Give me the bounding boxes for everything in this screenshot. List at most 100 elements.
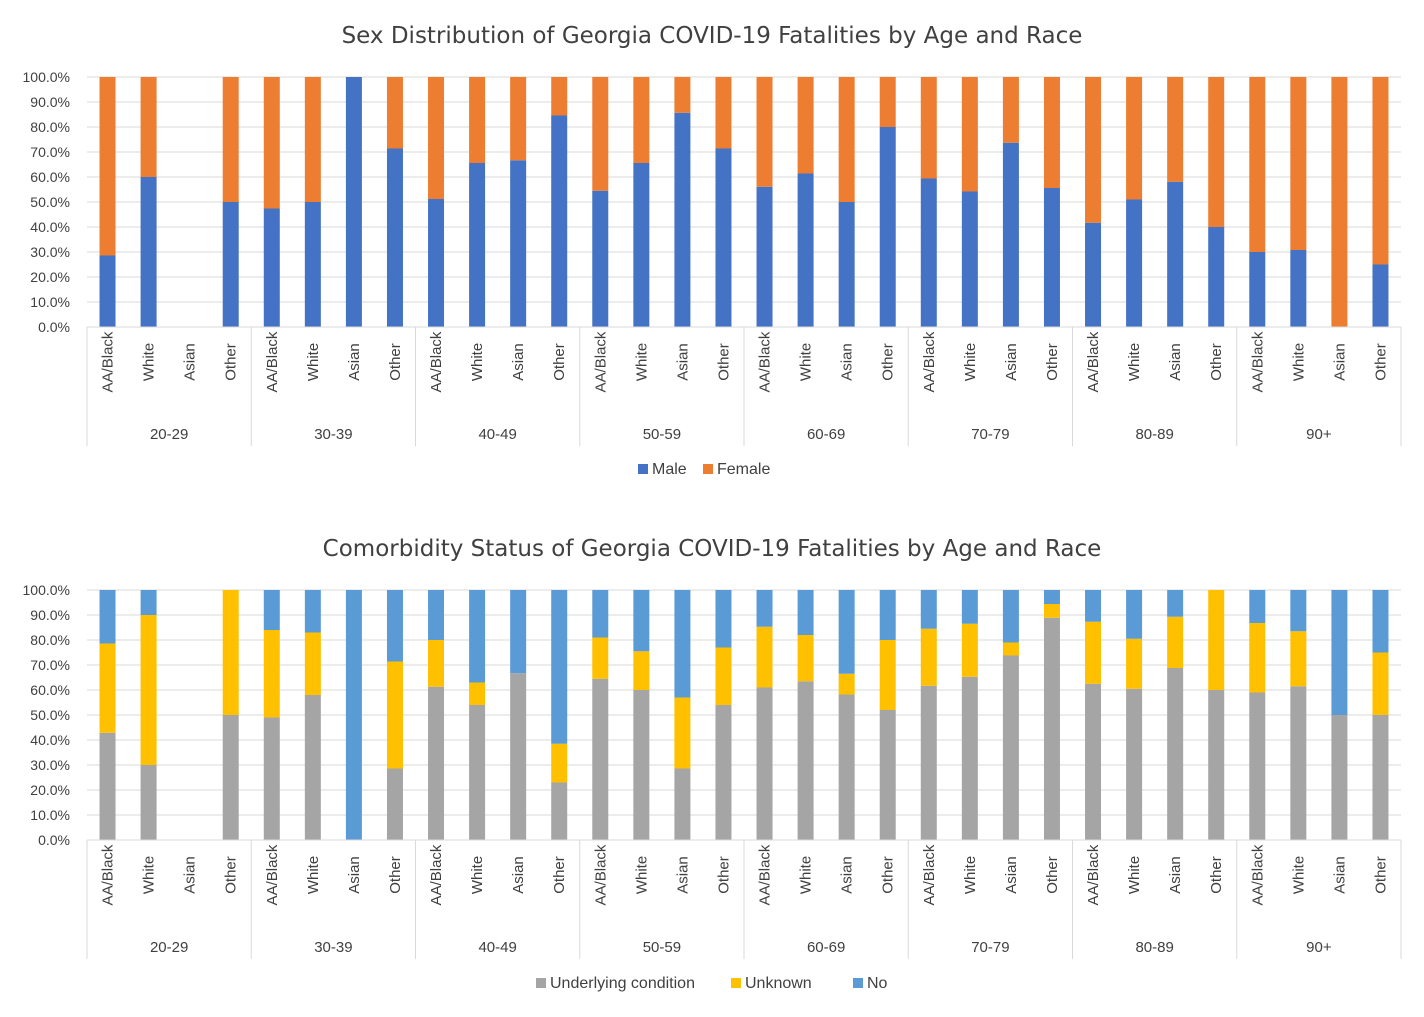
x-tick-label: Other: [551, 856, 568, 894]
x-tick-label: Other: [223, 856, 240, 894]
bar-female-50-59-aa-black: [592, 77, 609, 191]
x-tick-label: Other: [387, 343, 404, 381]
bar-underlying-condition-40-49-white: [469, 705, 486, 840]
bar-unknown-60-69-aa-black: [756, 626, 773, 688]
group-label: 30-39: [314, 939, 352, 956]
x-tick-label: Asian: [510, 343, 527, 381]
bar-no-50-59-white: [633, 590, 650, 652]
y-tick-label: 50.0%: [30, 707, 70, 723]
y-axis-ticks: 0.0% 10.0% 20.0% 30.0% 40.0% 50.0% 60.0% 70.0% 8…: [23, 582, 70, 848]
bar-no-80-89-aa-black: [1085, 590, 1102, 622]
x-tick-label: White: [305, 343, 322, 381]
x-tick-label: White: [1290, 856, 1307, 894]
bar-unknown-80-89-white: [1126, 638, 1143, 689]
y-tick-label: 100.0%: [23, 69, 70, 85]
bar-unknown-90-aa-black: [1249, 623, 1266, 693]
bar-underlying-condition-90-other: [1372, 715, 1389, 840]
y-tick-label: 10.0%: [30, 807, 70, 823]
bar-female-70-79-other: [1043, 77, 1060, 188]
x-tick-label: Asian: [1167, 856, 1184, 894]
x-tick-label: Other: [387, 856, 404, 894]
bar-no-40-49-other: [551, 590, 568, 744]
x-tick-label: AA/Black: [428, 331, 445, 392]
chart-title: Sex Distribution of Georgia COVID-19 Fat…: [342, 23, 1083, 49]
bar-male-70-79-aa-black: [920, 178, 937, 327]
group-label: 90+: [1306, 426, 1332, 443]
bar-female-40-49-aa-black: [428, 77, 445, 199]
bar-underlying-condition-70-79-other: [1043, 617, 1060, 840]
x-tick-label: AA/Black: [921, 331, 938, 392]
x-tick-label: Asian: [346, 343, 363, 381]
bar-male-60-69-asian: [838, 202, 855, 327]
bar-underlying-condition-60-69-aa-black: [756, 687, 773, 840]
bars: [99, 590, 1389, 840]
legend-swatch-male: [638, 464, 648, 474]
bar-underlying-condition-70-79-aa-black: [920, 685, 937, 840]
gridlines: [87, 589, 1401, 841]
bar-unknown-30-39-aa-black: [263, 630, 280, 718]
bar-female-20-29-aa-black: [99, 77, 116, 256]
bar-no-30-39-aa-black: [263, 590, 280, 630]
bar-unknown-60-69-white: [797, 635, 814, 682]
legend: Underlying condition Unknown No: [536, 975, 888, 992]
y-tick-label: 20.0%: [30, 269, 70, 285]
x-tick-label: White: [962, 856, 979, 894]
bar-no-20-29-white: [140, 590, 157, 615]
group-label: 50-59: [643, 939, 681, 956]
bar-male-80-89-white: [1126, 199, 1143, 327]
bar-female-80-89-asian: [1167, 77, 1184, 182]
y-tick-label: 80.0%: [30, 119, 70, 135]
bar-no-70-79-asian: [1002, 590, 1019, 643]
legend-label-female: Female: [717, 461, 770, 478]
bar-male-80-89-other: [1208, 227, 1225, 327]
x-tick-label: Other: [715, 343, 732, 381]
bar-female-50-59-white: [633, 77, 650, 163]
bar-female-90-white: [1290, 77, 1307, 250]
bar-underlying-condition-40-49-aa-black: [428, 686, 445, 840]
bar-unknown-80-89-asian: [1167, 616, 1184, 668]
bar-female-80-89-other: [1208, 77, 1225, 227]
group-label: 80-89: [1135, 939, 1173, 956]
bar-female-90-aa-black: [1249, 77, 1266, 252]
bar-underlying-condition-20-29-other: [222, 715, 239, 840]
group-label: 50-59: [643, 426, 681, 443]
legend-swatch-female: [703, 464, 713, 474]
bar-unknown-60-69-asian: [838, 673, 855, 695]
bar-unknown-80-89-other: [1208, 590, 1225, 690]
bar-female-20-29-other: [222, 77, 239, 202]
group-label: 70-79: [971, 939, 1009, 956]
bar-underlying-condition-30-39-other: [386, 768, 403, 840]
group-label: 40-49: [478, 939, 516, 956]
group-label: 90+: [1306, 939, 1332, 956]
x-tick-label: Asian: [1003, 856, 1020, 894]
bar-unknown-50-59-aa-black: [592, 637, 609, 679]
x-tick-label: Other: [1044, 343, 1061, 381]
legend-label-unknown: Unknown: [745, 975, 812, 992]
x-tick-label: White: [962, 343, 979, 381]
bar-female-80-89-white: [1126, 77, 1143, 200]
legend-label-underlying-condition: Underlying condition: [550, 975, 695, 992]
bar-underlying-condition-70-79-asian: [1002, 655, 1019, 840]
bar-male-50-59-asian: [674, 112, 691, 327]
bar-no-40-49-white: [469, 590, 486, 683]
bar-no-30-39-other: [386, 590, 403, 662]
bar-female-40-49-white: [469, 77, 486, 163]
x-tick-label: AA/Black: [921, 844, 938, 905]
bar-unknown-70-79-white: [961, 623, 978, 677]
x-tick-label: AA/Black: [100, 331, 117, 392]
bar-unknown-70-79-asian: [1002, 642, 1019, 656]
x-tick-label: AA/Black: [592, 844, 609, 905]
bar-female-50-59-asian: [674, 77, 691, 113]
bar-underlying-condition-50-59-aa-black: [592, 678, 609, 840]
bar-underlying-condition-40-49-other: [551, 782, 568, 840]
bar-unknown-40-49-white: [469, 682, 486, 705]
bar-underlying-condition-80-89-aa-black: [1085, 683, 1102, 840]
x-tick-label: Asian: [1003, 343, 1020, 381]
bar-male-30-39-asian: [345, 77, 362, 327]
bar-female-30-39-aa-black: [263, 77, 280, 209]
bar-female-50-59-other: [715, 77, 732, 149]
bars: [99, 77, 1389, 327]
bar-no-60-69-white: [797, 590, 814, 635]
bar-female-70-79-asian: [1002, 77, 1019, 143]
bar-unknown-30-39-other: [386, 661, 403, 769]
